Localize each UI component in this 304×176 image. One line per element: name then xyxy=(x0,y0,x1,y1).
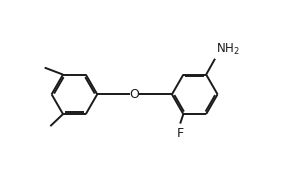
Text: F: F xyxy=(177,127,184,140)
Text: NH$_2$: NH$_2$ xyxy=(216,42,240,58)
Text: O: O xyxy=(130,88,140,101)
